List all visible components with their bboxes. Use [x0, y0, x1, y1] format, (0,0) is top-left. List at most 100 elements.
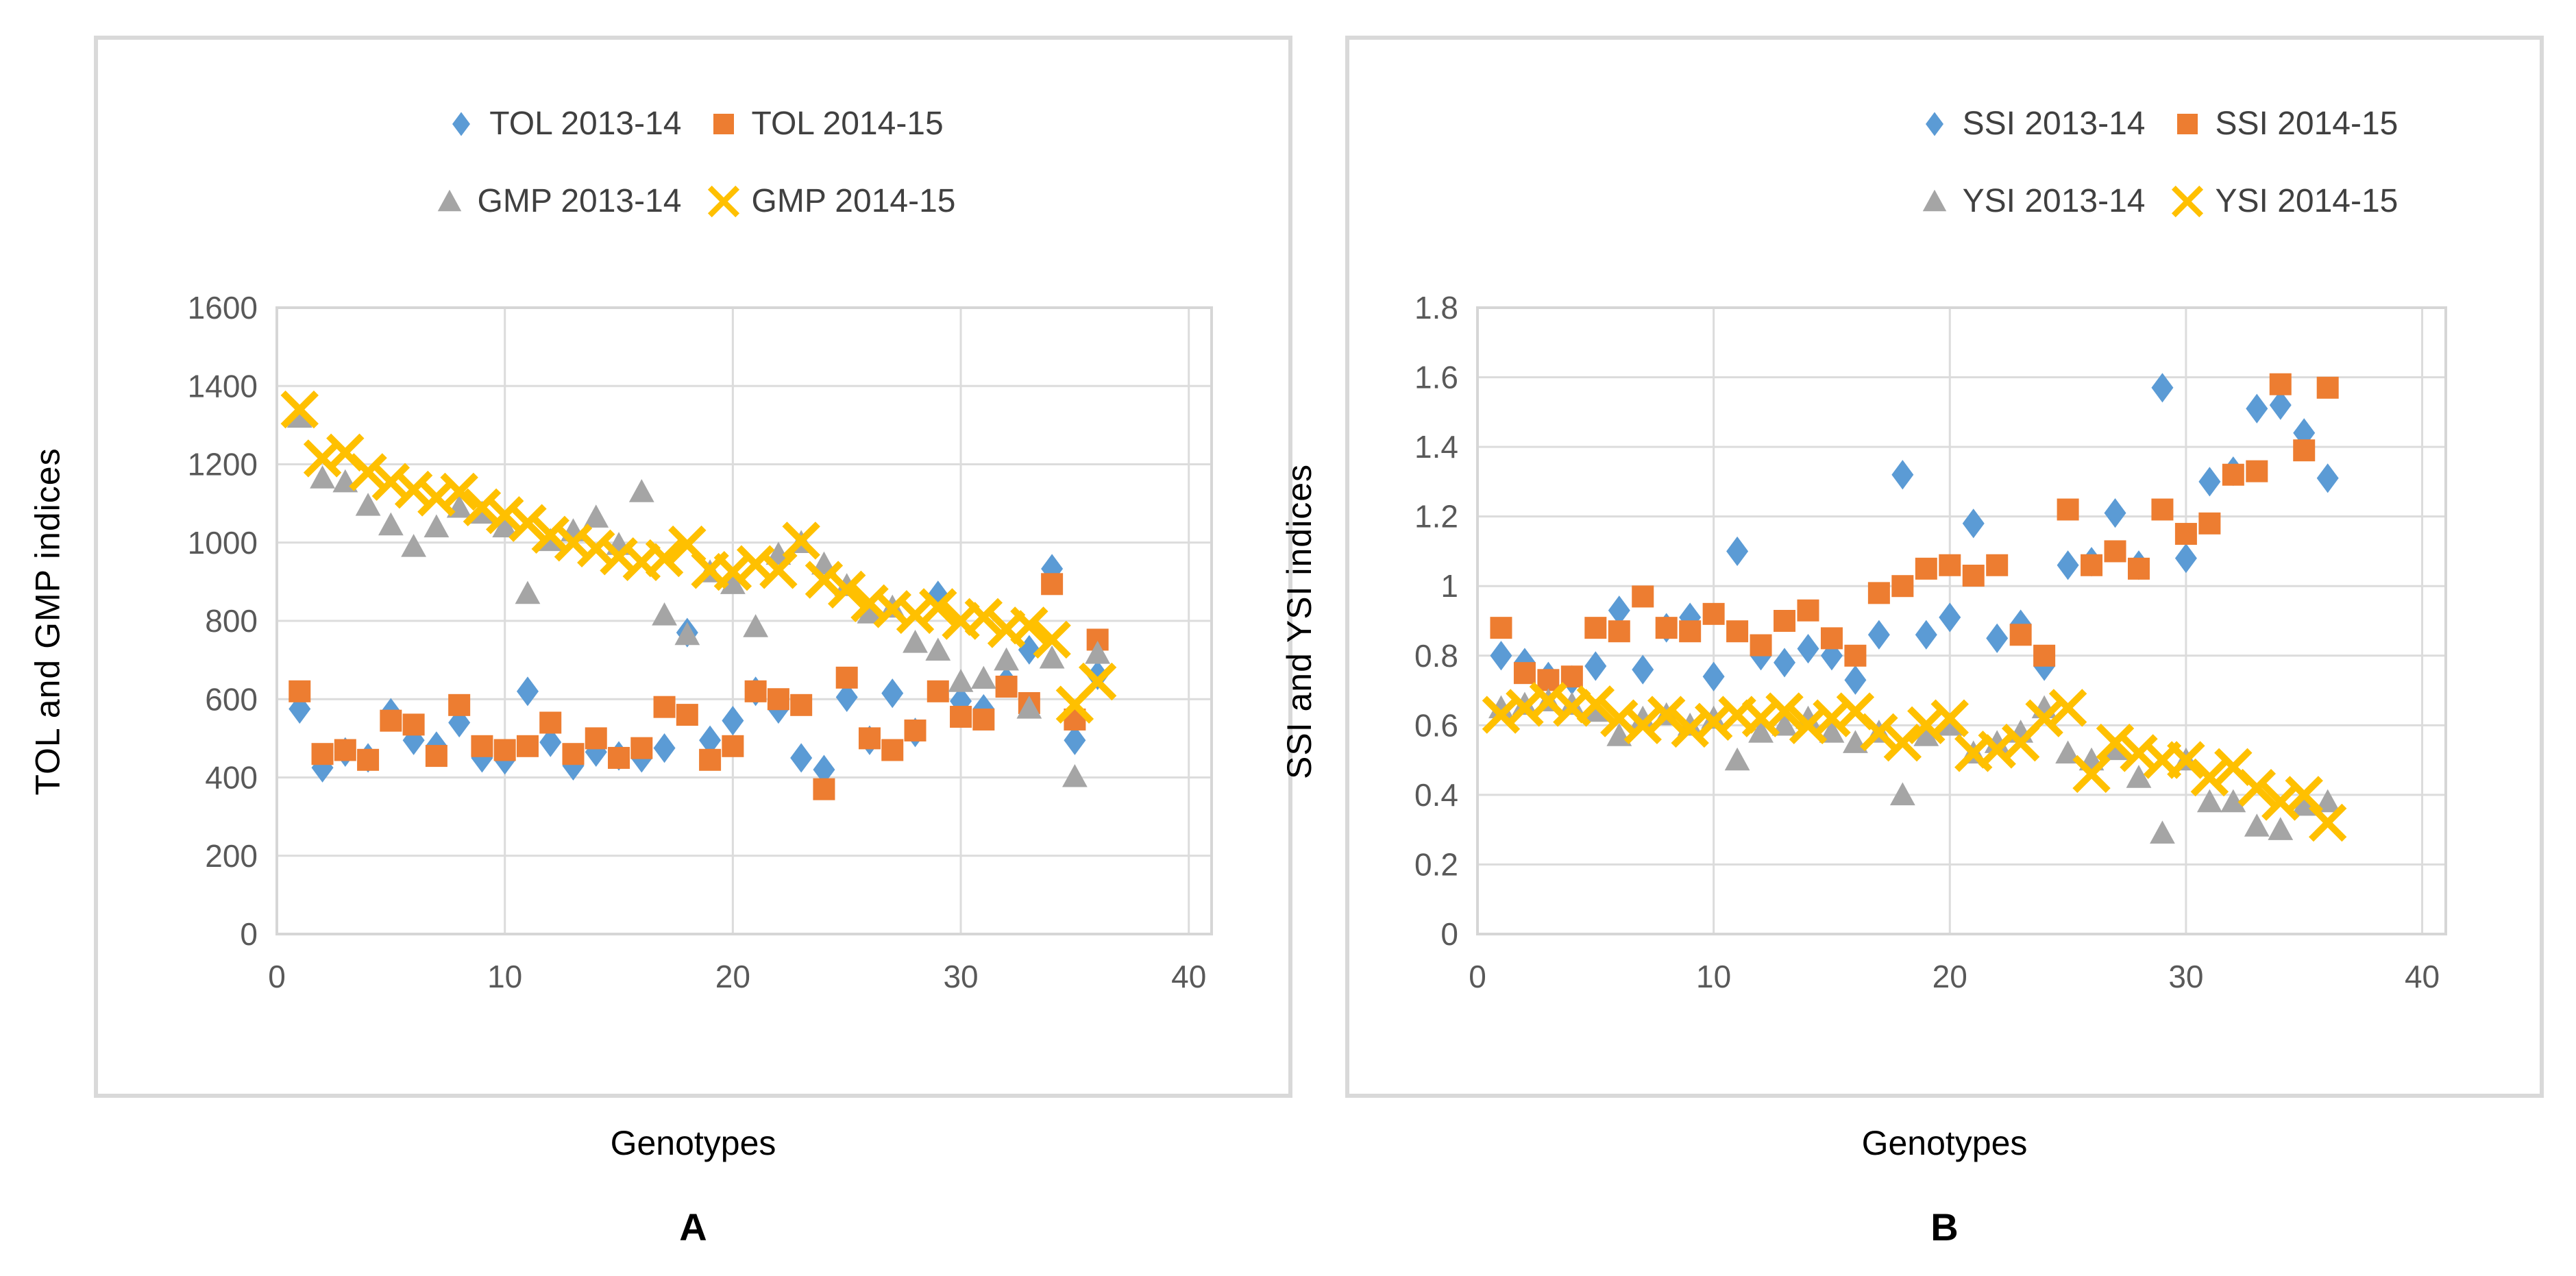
diamond-marker	[2198, 467, 2221, 497]
triangle-marker	[492, 514, 518, 538]
legend-marker-diamond-icon	[1925, 111, 1943, 136]
square-marker	[2222, 463, 2244, 486]
diamond-marker	[1608, 596, 1630, 626]
triangle-marker	[1724, 747, 1750, 771]
square-marker	[516, 735, 539, 757]
diamond-marker	[1632, 654, 1654, 685]
legend-item: GMP 2013-14	[431, 182, 682, 220]
legend-label: TOL 2013-14	[489, 106, 682, 142]
y-tick-label: 1.2	[1414, 499, 1458, 535]
x-marker	[759, 551, 798, 589]
triangle-marker	[1922, 189, 1946, 211]
legend-label: SSI 2014-15	[2215, 106, 2399, 142]
diamond-marker	[2246, 393, 2268, 424]
square-marker	[1726, 620, 1749, 643]
square-marker	[1844, 644, 1867, 667]
square-marker	[1584, 617, 1607, 639]
diamond-marker	[1891, 460, 1914, 490]
square-marker	[835, 666, 858, 689]
y-tick-label: 1.4	[1414, 429, 1458, 465]
y-axis-title-a-text: TOL and GMP indices	[29, 447, 67, 796]
panel-a-box: TOL 2013-14 TOL 2014-15 GMP 2013-14 GMP 201…	[94, 36, 1292, 1098]
diamond-marker	[1774, 648, 1796, 678]
diamond-marker	[452, 111, 471, 136]
x-marker	[1883, 724, 1922, 762]
x-marker	[2171, 185, 2203, 217]
square-marker	[2104, 540, 2126, 563]
square-marker	[2269, 373, 2292, 395]
y-axis-title-b-text: SSI and YSI indices	[1280, 463, 1319, 780]
diamond-marker	[1939, 602, 1961, 633]
x-marker	[645, 539, 684, 578]
square-marker	[2081, 554, 2103, 576]
square-marker	[2033, 644, 2056, 667]
diamond-marker	[1925, 111, 1943, 136]
square-marker	[1962, 564, 1985, 587]
triangle-marker	[2150, 820, 2175, 844]
triangle-marker	[948, 669, 974, 692]
x-marker	[2072, 754, 2111, 794]
x-marker	[2096, 724, 2135, 762]
diamond-marker	[2057, 550, 2079, 580]
x-tick-label: 0	[1469, 959, 1486, 994]
square-marker	[2198, 512, 2221, 535]
triangle-marker	[1748, 720, 1774, 743]
triangle-marker	[743, 614, 769, 637]
square-marker	[676, 704, 698, 726]
triangle-marker	[378, 512, 404, 536]
square-marker	[2151, 498, 2174, 521]
diamond-marker	[1064, 725, 1086, 755]
plot-border	[1476, 306, 2447, 935]
triangle-marker	[720, 571, 746, 594]
square-marker	[493, 739, 516, 761]
panel-b-box: SSI 2013-14 SSI 2014-15 YSI 2013-14 YSI 201…	[1345, 36, 2544, 1098]
square-marker	[995, 675, 1018, 698]
triangle-marker	[970, 665, 996, 689]
triangle-marker	[2102, 737, 2128, 761]
diamond-marker	[1018, 635, 1040, 665]
triangle-marker	[2268, 817, 2294, 840]
diamond-marker	[790, 743, 813, 773]
legend-row: TOL 2013-14 TOL 2014-15	[443, 105, 944, 143]
square-marker	[927, 680, 949, 702]
legend-item: SSI 2014-15	[2169, 105, 2399, 143]
square-marker	[562, 743, 585, 765]
y-axis-title-b: SSI and YSI indices	[1268, 272, 1330, 971]
diamond-marker	[1797, 634, 1819, 664]
triangle-marker	[355, 493, 381, 516]
square-marker	[471, 735, 493, 757]
plot-border	[275, 306, 1213, 935]
x-marker	[1647, 696, 1686, 734]
y-tick-label: 0.8	[1414, 638, 1458, 674]
legend-item: TOL 2013-14	[443, 105, 682, 143]
diamond-marker	[2104, 498, 2126, 528]
square-marker	[713, 113, 734, 134]
legend-b: SSI 2013-14 SSI 2014-15 YSI 2013-14 YSI 201…	[1349, 105, 2540, 220]
square-marker	[2009, 624, 2032, 646]
square-marker	[699, 748, 722, 771]
legend-row: YSI 2013-14 YSI 2014-15	[1916, 182, 2398, 220]
triangle-marker	[1016, 695, 1042, 719]
triangle-marker	[286, 404, 312, 428]
legend-item: TOL 2014-15	[705, 105, 944, 143]
diamond-marker	[1962, 508, 1985, 539]
square-marker	[972, 708, 995, 731]
x-marker	[1576, 685, 1615, 724]
legend-marker-triangle-icon	[437, 189, 461, 211]
legend-a: TOL 2013-14 TOL 2014-15 GMP 2013-14 GMP 201…	[98, 105, 1288, 220]
triangle-marker	[1085, 641, 1111, 664]
diamond-marker	[1702, 661, 1725, 691]
square-marker	[1891, 575, 1914, 598]
triangle-marker	[2244, 813, 2270, 837]
legend-item: YSI 2014-15	[2169, 182, 2398, 220]
y-tick-label: 1.6	[1414, 360, 1458, 395]
diamond-marker	[1490, 641, 1512, 671]
square-marker	[858, 727, 881, 750]
square-marker	[1560, 665, 1583, 688]
y-tick-label: 1400	[188, 368, 258, 404]
triangle-marker	[2220, 789, 2246, 813]
x-marker	[805, 561, 844, 599]
square-marker	[1915, 557, 1937, 580]
square-marker	[1490, 617, 1512, 639]
y-tick-label: 0.6	[1414, 707, 1458, 743]
